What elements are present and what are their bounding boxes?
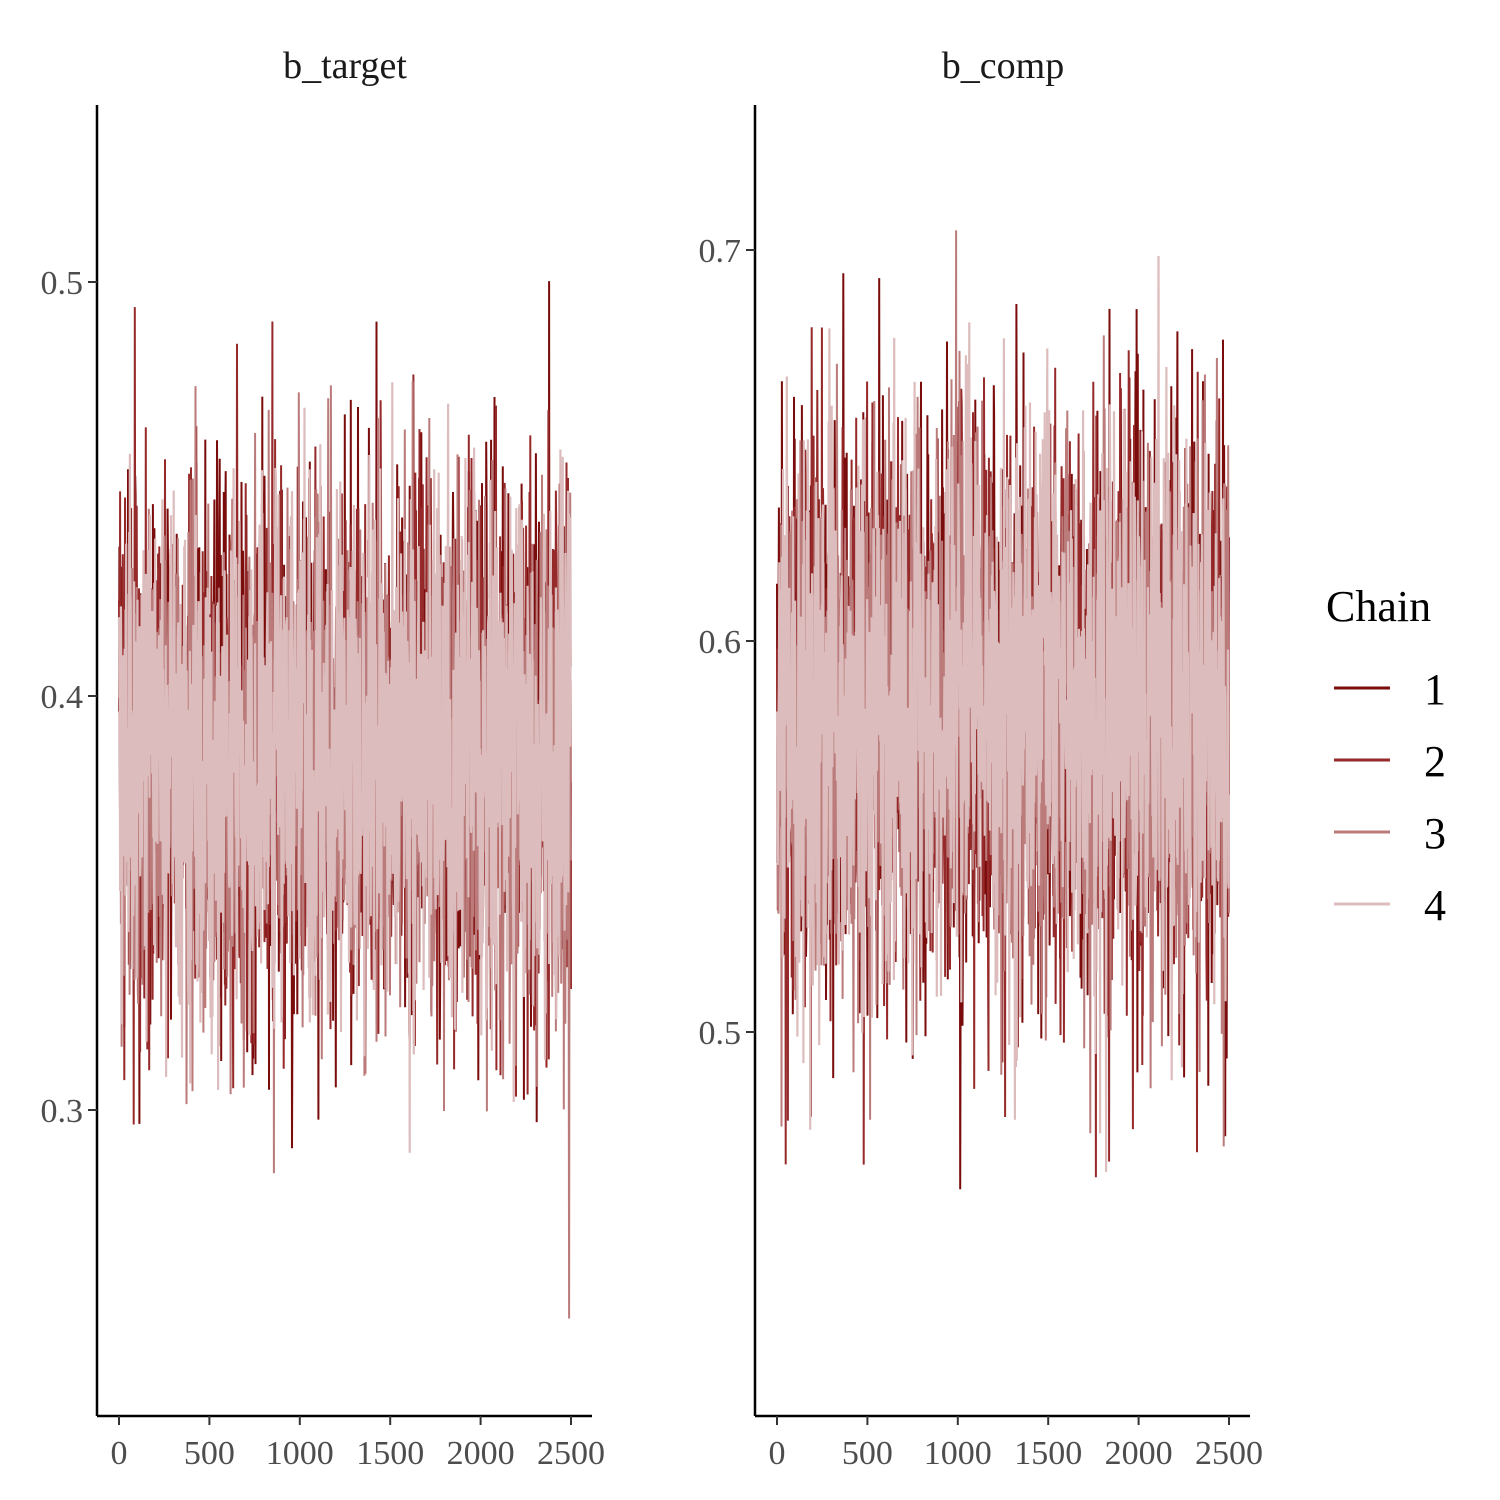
x-tick-label: 2500 [537, 1435, 605, 1472]
x-tick-label: 1500 [356, 1435, 424, 1472]
legend-title: Chain [1326, 582, 1431, 631]
chain-4-trace [775, 255, 1231, 1172]
x-tick-label: 1500 [1014, 1435, 1082, 1472]
y-tick-label: 0.6 [699, 624, 742, 661]
x-tick-label: 0 [111, 1435, 128, 1472]
legend-label: 2 [1424, 737, 1446, 786]
x-tick-label: 2500 [1195, 1435, 1263, 1472]
y-tick-label: 0.5 [699, 1015, 742, 1052]
legend-entry-2: 2 [1334, 737, 1446, 786]
panel-b_target: b_target 0.3 0.4 0.5 0 500 1000 1500 2000 2500 [41, 45, 606, 1472]
panel-b_comp: b_comp 0.5 0.6 0.7 0 500 1000 1500 2000 2500 [699, 45, 1264, 1472]
y-tick-label: 0.7 [699, 233, 742, 270]
x-tick-label: 1000 [266, 1435, 334, 1472]
x-tick-label: 2000 [1105, 1435, 1173, 1472]
legend-entry-1: 1 [1334, 665, 1446, 714]
legend-entry-3: 3 [1334, 809, 1446, 858]
x-tick-label: 0 [769, 1435, 786, 1472]
y-tick-label: 0.3 [41, 1093, 84, 1130]
x-tick-label: 500 [842, 1435, 893, 1472]
legend-label: 3 [1424, 809, 1446, 858]
x-tick-label: 2000 [447, 1435, 515, 1472]
panel-title: b_comp [942, 45, 1064, 87]
legend-label: 1 [1424, 665, 1446, 714]
series-group [117, 281, 573, 1319]
x-tick-label: 1000 [924, 1435, 992, 1472]
legend-entry-4: 4 [1334, 881, 1446, 930]
legend-label: 4 [1424, 881, 1446, 930]
legend: Chain 1 2 3 4 [1326, 582, 1446, 930]
y-tick-label: 0.5 [41, 265, 84, 302]
chain-4-trace [117, 382, 573, 1153]
y-tick-label: 0.4 [41, 679, 84, 716]
x-tick-label: 500 [184, 1435, 235, 1472]
panel-title: b_target [283, 45, 407, 87]
series-group [775, 230, 1231, 1190]
